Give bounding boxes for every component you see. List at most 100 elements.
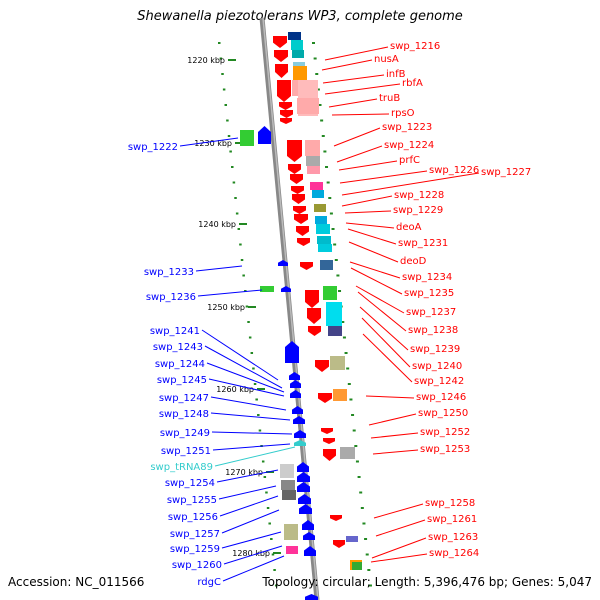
reverse-gene-arrow[interactable]: [297, 472, 310, 482]
reverse-gene-arrow[interactable]: [294, 430, 306, 438]
gene-label-right[interactable]: deoA: [396, 222, 422, 233]
gene-label-right[interactable]: swp_1223: [382, 122, 432, 133]
forward-gene-arrow[interactable]: [274, 50, 288, 62]
leader-line: [373, 503, 424, 519]
gene-label-left[interactable]: swp_1260: [172, 560, 222, 571]
gene-label-right[interactable]: swp_1235: [404, 288, 454, 299]
forward-gene-arrow[interactable]: [323, 449, 336, 461]
gene-label-left[interactable]: swp_1244: [155, 359, 205, 370]
forward-gene-arrow[interactable]: [292, 194, 305, 204]
gene-label-right[interactable]: swp_1252: [420, 427, 470, 438]
forward-gene-arrow[interactable]: [277, 80, 291, 102]
gene-label-right[interactable]: swp_1264: [429, 548, 479, 559]
gene-label-right[interactable]: swp_1229: [393, 205, 443, 216]
reverse-gene-arrow[interactable]: [292, 406, 303, 414]
gene-label-right[interactable]: prfC: [399, 155, 420, 166]
gene-label-right[interactable]: swp_1246: [416, 392, 466, 403]
gene-label-left[interactable]: swp_1245: [157, 375, 207, 386]
reverse-gene-arrow[interactable]: [294, 440, 306, 446]
gene-label-right[interactable]: swp_1239: [410, 344, 460, 355]
reverse-gene-arrow[interactable]: [297, 462, 309, 472]
reverse-gene-arrow[interactable]: [298, 494, 311, 504]
gene-label-right[interactable]: swp_1238: [408, 325, 458, 336]
gene-label-right[interactable]: rpsO: [391, 108, 415, 119]
reverse-gene-arrow[interactable]: [302, 520, 314, 530]
forward-gene-arrow[interactable]: [307, 308, 321, 324]
gene-label-left[interactable]: swp_1257: [170, 529, 220, 540]
gene-label-right[interactable]: swp_1226: [429, 165, 479, 176]
forward-gene-arrow[interactable]: [275, 64, 288, 78]
forward-gene-arrow[interactable]: [297, 238, 310, 246]
gene-label-right[interactable]: deoD: [400, 256, 427, 267]
forward-gene-arrow[interactable]: [280, 110, 293, 118]
reverse-gene-arrow[interactable]: [290, 390, 301, 398]
forward-gene-arrow[interactable]: [330, 515, 342, 521]
forward-gene-arrow[interactable]: [323, 438, 335, 444]
forward-gene-arrow[interactable]: [280, 118, 292, 124]
forward-gene-arrow[interactable]: [315, 360, 329, 372]
feature-box: [293, 66, 307, 80]
forward-gene-arrow[interactable]: [321, 428, 333, 434]
gene-label-right[interactable]: swp_1234: [402, 272, 452, 283]
gene-label-left[interactable]: rdgC: [197, 577, 221, 588]
reverse-gene-arrow[interactable]: [304, 546, 316, 556]
gene-label-left[interactable]: swp_tRNA89: [150, 462, 213, 473]
gene-label-right[interactable]: swp_1224: [384, 140, 434, 151]
gene-label-left[interactable]: swp_1222: [128, 142, 178, 153]
gene-label-left[interactable]: swp_1256: [168, 512, 218, 523]
gene-label-right[interactable]: truB: [379, 93, 400, 104]
gene-label-left[interactable]: swp_1254: [165, 478, 215, 489]
forward-gene-arrow[interactable]: [288, 164, 301, 174]
forward-gene-arrow[interactable]: [287, 140, 302, 162]
forward-gene-arrow[interactable]: [305, 290, 319, 308]
gene-label-right[interactable]: swp_1231: [398, 238, 448, 249]
gene-label-right[interactable]: swp_1237: [406, 307, 456, 318]
reverse-gene-arrow[interactable]: [297, 482, 310, 492]
gene-label-left[interactable]: swp_1248: [159, 409, 209, 420]
forward-gene-arrow[interactable]: [273, 36, 287, 48]
forward-gene-arrow[interactable]: [308, 326, 321, 336]
gene-label-left[interactable]: swp_1236: [146, 292, 196, 303]
forward-gene-arrow[interactable]: [300, 262, 313, 270]
reverse-gene-arrow[interactable]: [278, 260, 288, 266]
gene-label-right[interactable]: swp_1216: [390, 41, 440, 52]
reverse-gene-arrow[interactable]: [299, 504, 312, 514]
gene-label-right[interactable]: nusA: [374, 54, 399, 65]
gene-label-left[interactable]: swp_1249: [160, 428, 210, 439]
gene-label-right[interactable]: swp_1258: [425, 498, 475, 509]
reverse-gene-arrow[interactable]: [293, 416, 305, 424]
forward-gene-arrow[interactable]: [318, 393, 332, 403]
gene-label-left[interactable]: swp_1233: [144, 267, 194, 278]
gene-label-right[interactable]: swp_1242: [414, 376, 464, 387]
reverse-gene-arrow[interactable]: [305, 594, 318, 600]
gene-label-left[interactable]: swp_1247: [159, 393, 209, 404]
gene-label-right[interactable]: swp_1228: [394, 190, 444, 201]
scale-dot: [360, 507, 364, 509]
reverse-gene-arrow[interactable]: [303, 532, 315, 540]
gene-label-right[interactable]: swp_1240: [412, 361, 462, 372]
gene-label-right[interactable]: swp_1261: [427, 514, 477, 525]
gene-label-right[interactable]: swp_1250: [418, 408, 468, 419]
gene-label-right[interactable]: rbfA: [402, 78, 423, 89]
gene-label-right[interactable]: swp_1263: [428, 532, 478, 543]
gene-label-left[interactable]: swp_1243: [153, 342, 203, 353]
forward-gene-arrow[interactable]: [293, 206, 306, 214]
reverse-gene-arrow[interactable]: [281, 286, 291, 292]
reverse-gene-arrow[interactable]: [258, 126, 271, 144]
gene-label-left[interactable]: swp_1251: [161, 446, 211, 457]
gene-label-right[interactable]: infB: [386, 69, 406, 80]
forward-gene-arrow[interactable]: [291, 186, 304, 194]
gene-label-right[interactable]: swp_1253: [420, 444, 470, 455]
forward-gene-arrow[interactable]: [290, 174, 303, 184]
forward-gene-arrow[interactable]: [333, 540, 345, 548]
gene-label-right[interactable]: swp_1227: [481, 167, 531, 178]
reverse-gene-arrow[interactable]: [290, 380, 301, 388]
reverse-gene-arrow[interactable]: [285, 341, 299, 363]
forward-gene-arrow[interactable]: [279, 102, 292, 110]
forward-gene-arrow[interactable]: [296, 226, 309, 236]
gene-label-left[interactable]: swp_1241: [150, 326, 200, 337]
gene-label-left[interactable]: swp_1255: [167, 495, 217, 506]
gene-label-left[interactable]: swp_1259: [170, 544, 220, 555]
reverse-gene-arrow[interactable]: [289, 372, 300, 380]
forward-gene-arrow[interactable]: [294, 214, 308, 224]
